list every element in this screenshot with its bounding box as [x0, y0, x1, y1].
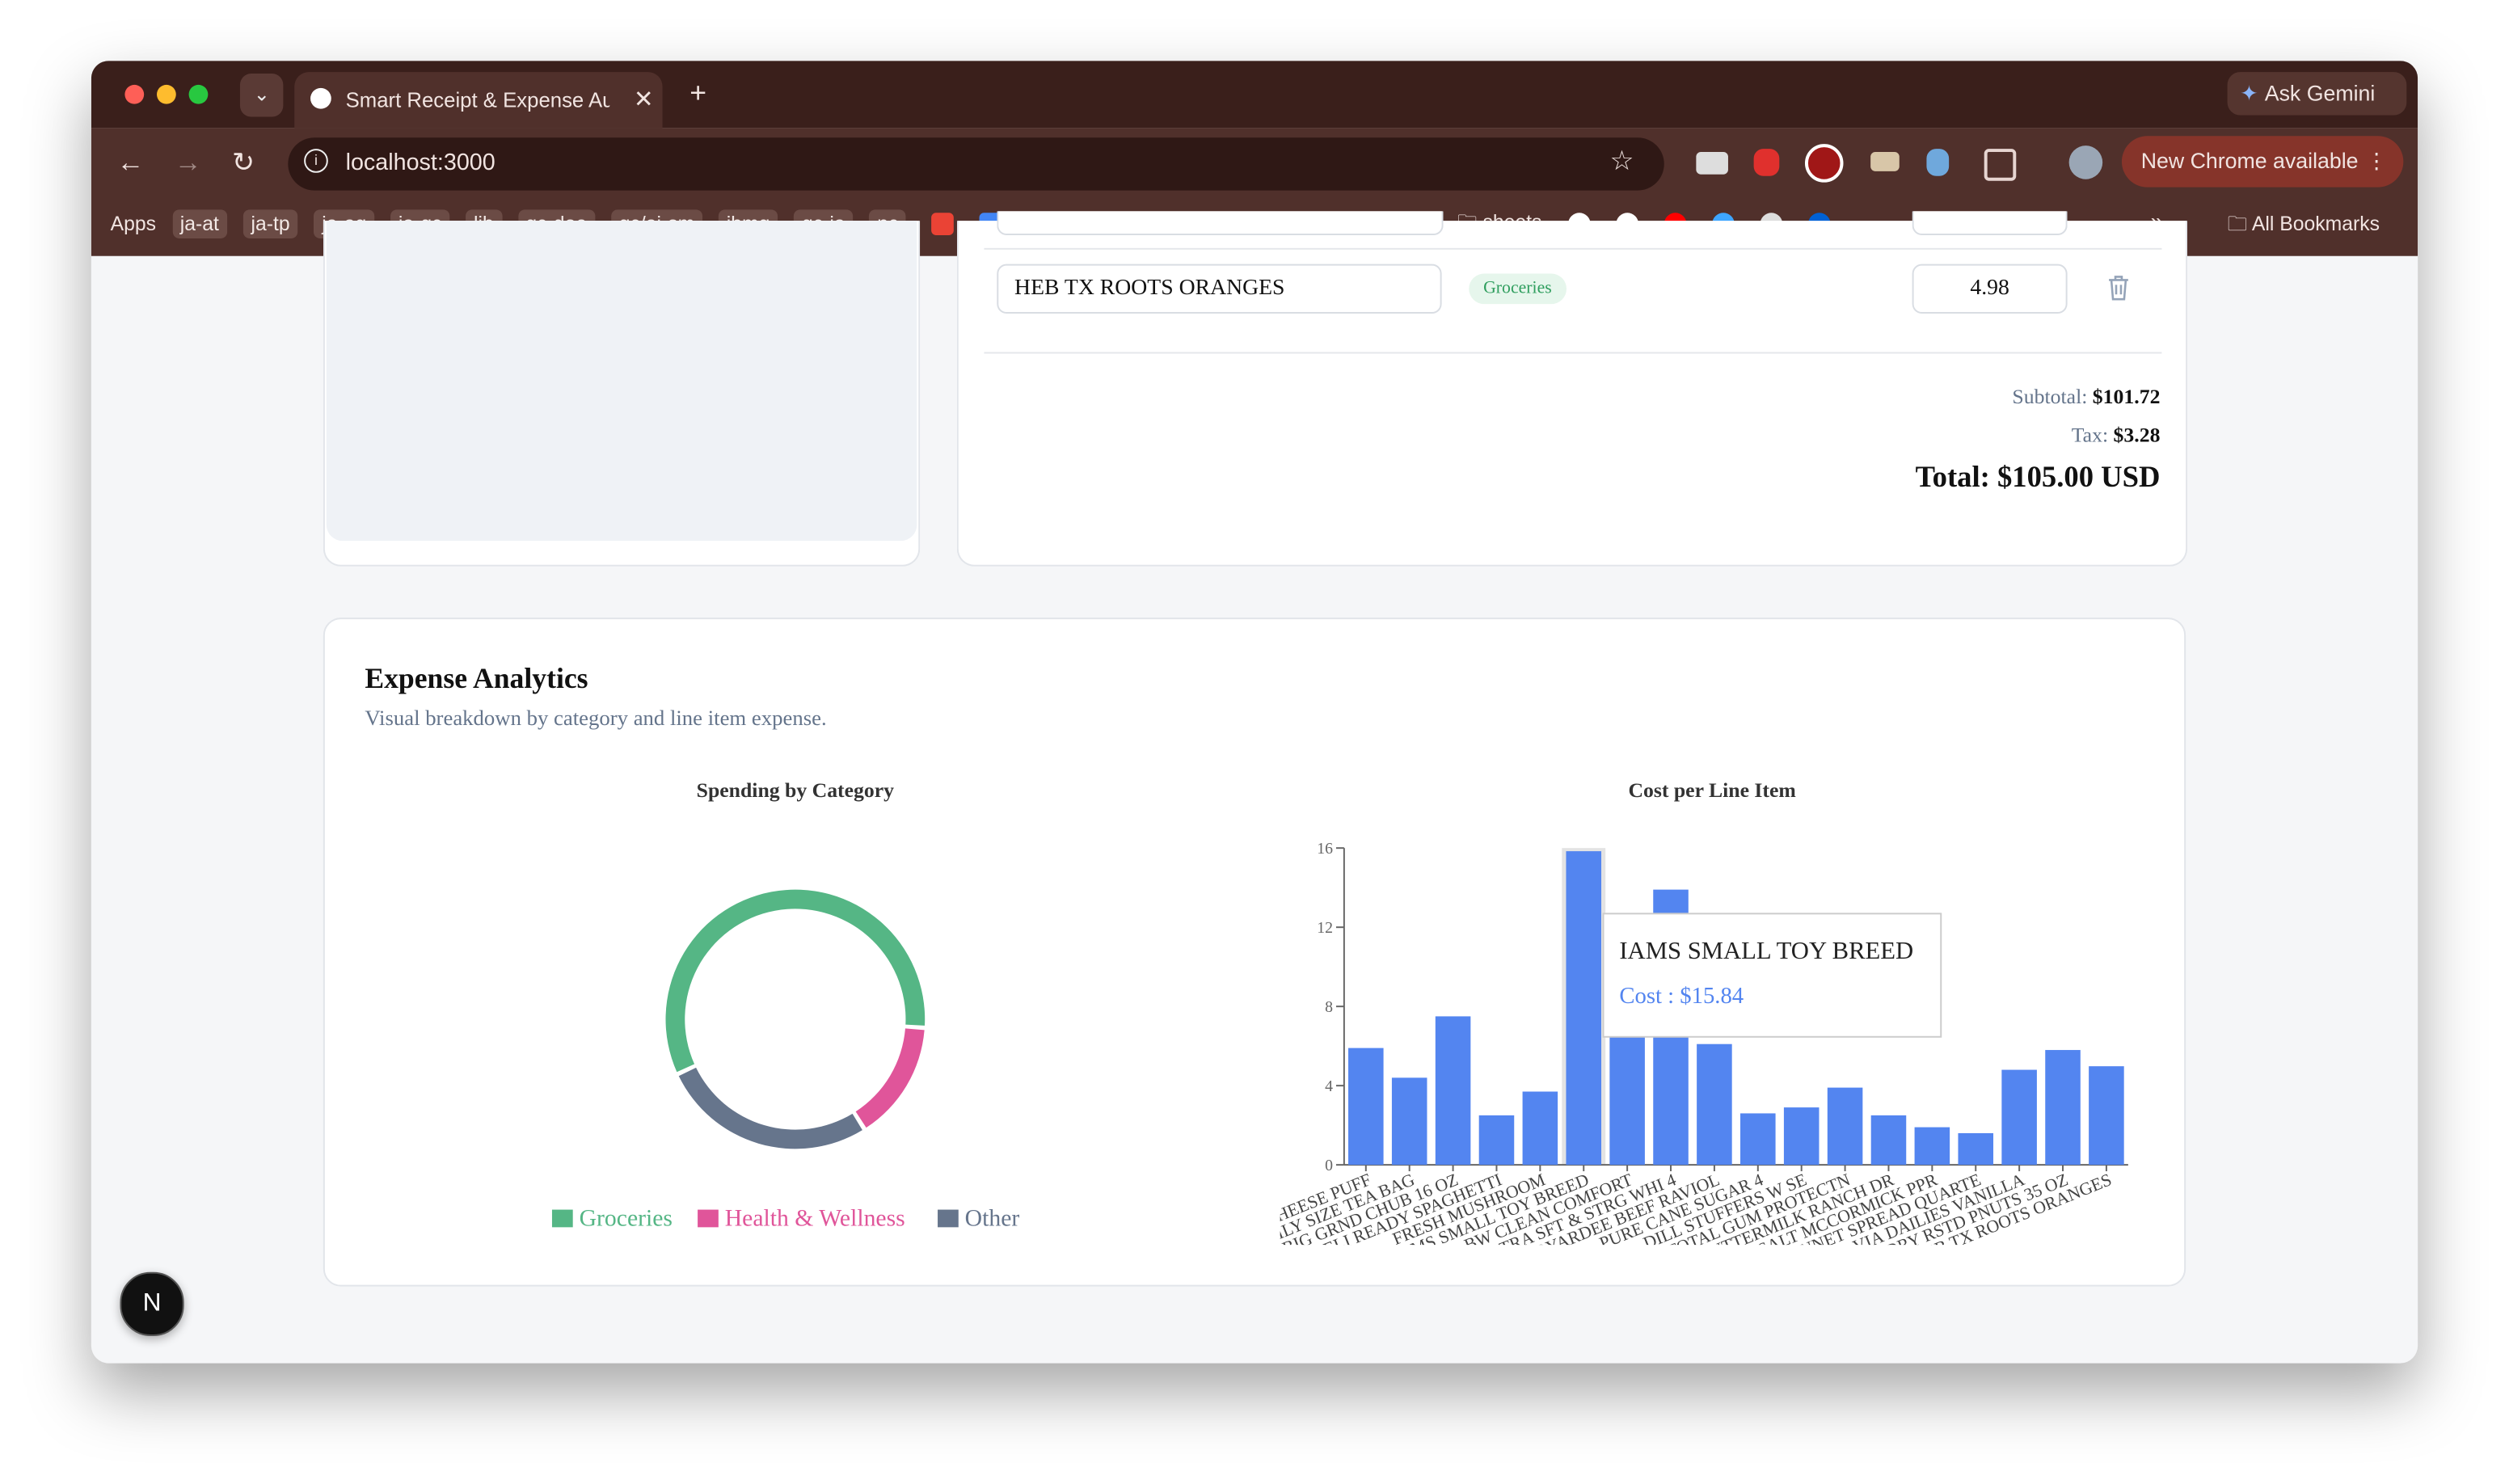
- bar: [1783, 1107, 1820, 1166]
- all-bookmarks-label: All Bookmarks: [2251, 213, 2380, 235]
- bookmark[interactable]: Apps: [110, 213, 157, 235]
- zoom-button[interactable]: [188, 84, 209, 104]
- new-tab[interactable]: +: [689, 77, 707, 109]
- chart-title: Cost per Line Item: [1628, 778, 1795, 802]
- subtotal-label: Subtotal:: [2012, 384, 2088, 408]
- favicon: [310, 87, 331, 109]
- bookmark[interactable]: ja-at: [171, 209, 227, 238]
- legend-label: Other: [965, 1205, 1020, 1231]
- bar: [2045, 1050, 2081, 1166]
- item-price-field[interactable]: [1912, 211, 2068, 235]
- pie-slice: [855, 1028, 925, 1128]
- bar: [1435, 1016, 1471, 1166]
- update-button[interactable]: New Chrome available ⋮: [2121, 136, 2404, 188]
- subtotal-line: Subtotal: $101.72: [2012, 384, 2160, 410]
- charts: Spending by Category Groceries Health & We…: [551, 778, 2128, 1245]
- legend-swatch: [698, 1209, 719, 1228]
- extensions[interactable]: [1984, 149, 2017, 181]
- item-price: 4.98: [1970, 276, 2009, 301]
- all-bookmarks[interactable]: 🗀 All Bookmarks: [2227, 213, 2380, 235]
- y-tick-label: 16: [1317, 840, 1333, 858]
- analytics-subtitle: Visual breakdown by category and line it…: [365, 705, 827, 730]
- tooltip-title: IAMS SMALL TOY BREED: [1619, 937, 1913, 964]
- active-tab[interactable]: Smart Receipt & Expense Aut ✕: [294, 72, 663, 129]
- subtotal-value: $101.72: [2092, 384, 2161, 408]
- analytics-title: Expense Analytics: [365, 662, 588, 695]
- upload-card: [323, 221, 921, 567]
- delete-icon[interactable]: [2107, 275, 2130, 301]
- bar: [2001, 1069, 2037, 1166]
- nextjs-badge[interactable]: N: [120, 1271, 184, 1336]
- pie-slice: [665, 889, 926, 1073]
- legend-swatch: [938, 1209, 959, 1228]
- gemini-label: Ask Gemini: [2264, 81, 2376, 106]
- omnibox[interactable]: i localhost:3000 ☆: [288, 137, 1664, 191]
- bar: [1348, 1048, 1384, 1166]
- gemini-button[interactable]: ✦ Ask Gemini: [2227, 72, 2407, 116]
- update-label: New Chrome available: [2140, 149, 2359, 173]
- forward[interactable]: →: [174, 147, 202, 178]
- bar: [1609, 1022, 1645, 1166]
- image-preview: [326, 221, 917, 542]
- y-tick-label: 8: [1325, 998, 1333, 1016]
- y-tick-label: 0: [1325, 1157, 1333, 1174]
- bar: [2089, 1066, 2124, 1166]
- legend-label: Health & Wellness: [725, 1205, 905, 1231]
- profile[interactable]: [2068, 145, 2103, 179]
- row-divider: [984, 247, 2162, 250]
- bookmark-star[interactable]: ☆: [1609, 145, 1634, 176]
- totals-divider: [984, 352, 2162, 354]
- bar: [1914, 1127, 1950, 1166]
- legend-label: Groceries: [580, 1205, 673, 1231]
- bookmark[interactable]: ja-tp: [242, 209, 298, 238]
- bar: [1740, 1113, 1776, 1166]
- tax-label: Tax:: [2071, 422, 2109, 447]
- url: localhost:3000: [345, 150, 495, 176]
- bar: [1870, 1115, 1907, 1166]
- back[interactable]: ←: [116, 147, 145, 178]
- browser-window: ⌄ Smart Receipt & Expense Aut ✕ + ✦ Ask G…: [91, 61, 2418, 1364]
- tooltip-label: Cost : $15.84: [1619, 983, 1744, 1009]
- ext-icon[interactable]: [1753, 149, 1780, 176]
- y-tick-label: 12: [1317, 919, 1333, 937]
- item-name-field[interactable]: HEB TX ROOTS ORANGES: [997, 263, 1442, 314]
- y-tick-label: 4: [1325, 1077, 1333, 1095]
- bookmark-icon[interactable]: [931, 213, 955, 235]
- bar: [1522, 1091, 1558, 1166]
- site-info[interactable]: i: [304, 149, 328, 173]
- item-name-field[interactable]: [997, 211, 1444, 235]
- trash-glyph: [2109, 276, 2128, 301]
- tab-title: Smart Receipt & Expense Aut: [345, 87, 610, 112]
- bar: [1697, 1043, 1732, 1166]
- item-name: HEB TX ROOTS ORANGES: [1014, 276, 1285, 301]
- minimize-button[interactable]: [156, 84, 176, 104]
- total: Total: $105.00 USD: [1915, 462, 2161, 495]
- ext-icon[interactable]: [1696, 152, 1728, 175]
- tax-value: $3.28: [2113, 422, 2161, 447]
- reload[interactable]: ↻: [232, 147, 255, 178]
- tab-search[interactable]: ⌄: [239, 74, 284, 117]
- tab-close[interactable]: ✕: [633, 86, 654, 114]
- receipt-card: HEB TX ROOTS ORANGES Groceries 4.98 Subt…: [956, 211, 2188, 567]
- ext-icon[interactable]: [1870, 152, 1900, 171]
- chart-title: Spending by Category: [697, 778, 895, 802]
- ext-icon[interactable]: [1804, 144, 1844, 183]
- ext-icon[interactable]: [1926, 149, 1950, 176]
- bar: [1566, 851, 1602, 1166]
- category-badge[interactable]: Groceries: [1469, 273, 1567, 305]
- legend-swatch: [551, 1209, 573, 1228]
- tooltip: [1602, 913, 1942, 1038]
- bar: [1958, 1132, 1994, 1166]
- close-button[interactable]: [124, 84, 145, 104]
- bar: [1827, 1087, 1863, 1166]
- tax-line: Tax: $3.28: [2072, 423, 2161, 449]
- pie-slice: [678, 1067, 862, 1149]
- item-price-field[interactable]: 4.98: [1912, 263, 2068, 314]
- bar: [1391, 1077, 1427, 1166]
- bar: [1478, 1115, 1515, 1166]
- tab-strip: ⌄ Smart Receipt & Expense Aut ✕ + ✦ Ask G…: [91, 61, 2418, 129]
